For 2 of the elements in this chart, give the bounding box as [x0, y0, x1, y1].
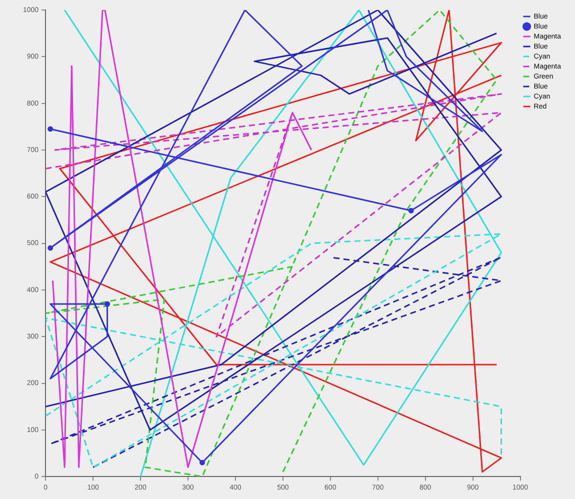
- line-series: [46, 93, 502, 338]
- point: [48, 126, 54, 132]
